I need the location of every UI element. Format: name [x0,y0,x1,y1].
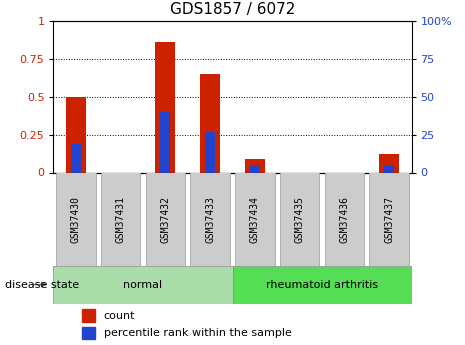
Bar [370,172,409,266]
Text: normal: normal [123,280,163,289]
Bar [235,172,274,266]
Bar [205,131,215,172]
Text: disease state: disease state [5,280,79,289]
Bar [245,159,265,172]
Bar [82,327,95,339]
Bar [66,97,86,172]
Bar [160,112,170,172]
Bar [325,172,364,266]
Bar [53,266,232,304]
Text: count: count [104,311,135,321]
Text: GSM37433: GSM37433 [205,196,215,243]
Bar [155,42,175,172]
Bar [280,172,319,266]
Title: GDS1857 / 6072: GDS1857 / 6072 [170,2,295,17]
Bar [101,172,140,266]
Text: GSM37437: GSM37437 [384,196,394,243]
Bar [146,172,185,266]
Text: percentile rank within the sample: percentile rank within the sample [104,328,292,338]
Text: GSM37431: GSM37431 [116,196,126,243]
Bar [56,172,95,266]
Text: GSM37430: GSM37430 [71,196,81,243]
Bar [191,172,230,266]
Bar [232,266,412,304]
Text: GSM37434: GSM37434 [250,196,260,243]
Bar [250,165,260,172]
Text: rheumatoid arthritis: rheumatoid arthritis [266,280,378,289]
Bar [82,309,95,322]
Bar [379,154,399,172]
Text: GSM37436: GSM37436 [339,196,349,243]
Text: GSM37435: GSM37435 [295,196,305,243]
Bar [71,144,81,172]
Bar [200,74,220,172]
Bar [384,165,394,172]
Text: GSM37432: GSM37432 [160,196,170,243]
